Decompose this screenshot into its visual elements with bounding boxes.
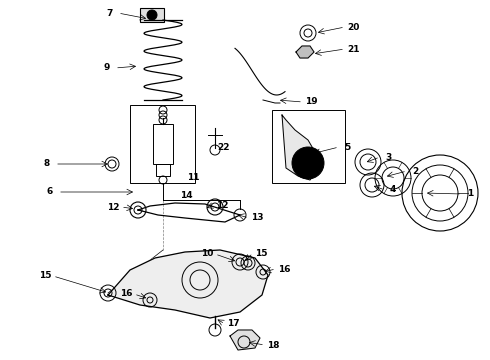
Text: 13: 13 <box>251 213 263 222</box>
Text: 3: 3 <box>385 153 391 162</box>
Text: 16: 16 <box>120 289 132 298</box>
Circle shape <box>147 10 157 20</box>
Polygon shape <box>230 330 260 350</box>
Text: 11: 11 <box>187 174 199 183</box>
Bar <box>140 8 164 22</box>
Text: 2: 2 <box>412 166 418 175</box>
Text: 15: 15 <box>255 248 267 257</box>
Bar <box>153 124 173 164</box>
Text: 21: 21 <box>347 45 359 54</box>
Text: 20: 20 <box>347 22 359 31</box>
Text: 9: 9 <box>104 63 110 72</box>
Text: 4: 4 <box>390 185 396 194</box>
Text: 19: 19 <box>305 98 318 107</box>
Text: 1: 1 <box>467 189 473 198</box>
Polygon shape <box>296 46 314 58</box>
Bar <box>156 164 170 176</box>
Text: 6: 6 <box>47 188 53 197</box>
Text: 15: 15 <box>39 271 51 280</box>
Text: 10: 10 <box>201 249 213 258</box>
Text: 5: 5 <box>344 143 350 152</box>
Text: 17: 17 <box>227 320 239 328</box>
Circle shape <box>292 147 324 179</box>
Polygon shape <box>282 115 318 180</box>
Bar <box>130 105 195 183</box>
Text: 16: 16 <box>278 265 290 274</box>
Text: 14: 14 <box>180 190 192 199</box>
Text: 12: 12 <box>216 201 228 210</box>
Bar <box>272 110 345 183</box>
Text: 22: 22 <box>217 144 229 153</box>
Text: 18: 18 <box>267 341 279 350</box>
Polygon shape <box>108 250 268 318</box>
Text: 7: 7 <box>107 9 113 18</box>
Text: 8: 8 <box>44 159 50 168</box>
Text: 12: 12 <box>107 202 119 211</box>
